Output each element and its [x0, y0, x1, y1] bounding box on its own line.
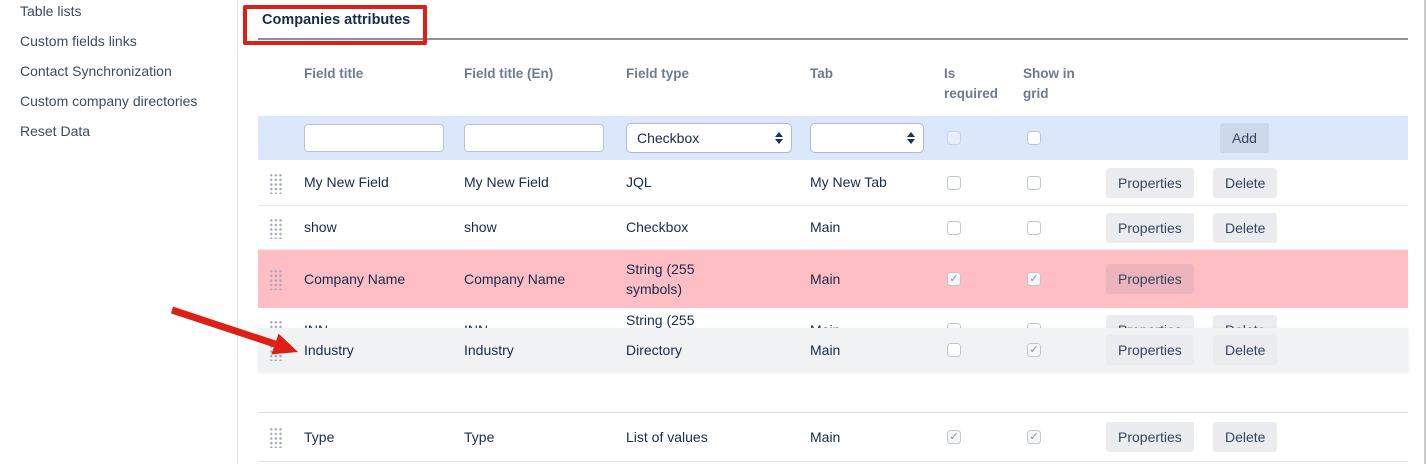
show-in-grid-checkbox[interactable]	[1027, 430, 1041, 444]
field-type-cell: String (255 symbols)	[626, 260, 695, 297]
show-in-grid-checkbox[interactable]	[1027, 175, 1041, 190]
properties-button[interactable]: Properties	[1106, 315, 1194, 328]
sidebar: Table lists Custom fields links Contact …	[0, 0, 237, 464]
add-button[interactable]: Add	[1220, 123, 1269, 153]
is-required-checkbox[interactable]	[947, 343, 961, 357]
field-title-cell: Industry	[304, 341, 354, 358]
column-header-is-required: Is required	[944, 66, 999, 101]
field-type-cell: Directory	[626, 341, 683, 358]
field-title-input[interactable]	[304, 124, 444, 152]
field-title-cell: INN	[298, 320, 458, 328]
drag-handle-icon[interactable]	[268, 171, 282, 194]
field-title-cell: Company Name	[304, 270, 406, 287]
field-title-en-cell: Company Name	[464, 270, 566, 287]
column-header-field-title: Field title	[304, 66, 364, 81]
select-stepper-icon	[907, 131, 915, 145]
delete-button[interactable]: Delete	[1213, 315, 1278, 328]
field-type-select-value: Checkbox	[637, 129, 700, 146]
select-stepper-icon	[775, 131, 783, 145]
drag-handle-icon[interactable]	[268, 319, 282, 328]
properties-button[interactable]: Properties	[1106, 167, 1194, 198]
tab-cell: My New Tab	[810, 174, 887, 191]
drag-handle-icon[interactable]	[268, 339, 282, 361]
delete-button[interactable]: Delete	[1213, 212, 1278, 243]
field-title-cell: My New Field	[304, 174, 389, 191]
tab-cell: Main	[810, 341, 841, 358]
drag-handle-icon[interactable]	[268, 426, 282, 448]
field-type-cell: String (255 symbols)	[626, 311, 695, 328]
show-in-grid-checkbox[interactable]	[1027, 272, 1041, 286]
delete-button[interactable]: Delete	[1213, 167, 1278, 198]
field-type-cell: List of values	[626, 428, 708, 445]
sidebar-divider	[237, 0, 238, 464]
tab-cell: Main	[804, 320, 938, 328]
column-header-field-title-en: Field title (En)	[464, 66, 554, 81]
column-header-field-type: Field type	[626, 66, 690, 81]
properties-button[interactable]: Properties	[1106, 335, 1194, 365]
sidebar-item-custom-fields-links[interactable]: Custom fields links	[20, 33, 137, 49]
table-header-row: Field title Field title (En) Field type …	[258, 62, 1408, 114]
field-type-cell: Checkbox	[626, 219, 689, 236]
field-title-en-cell: INN	[458, 320, 620, 328]
properties-button[interactable]: Properties	[1106, 422, 1194, 452]
sidebar-item-table-lists[interactable]: Table lists	[20, 3, 82, 19]
show-in-grid-checkbox[interactable]	[1027, 131, 1041, 145]
is-required-checkbox[interactable]	[947, 175, 961, 190]
table-row-company-name: Company Name Company Name String (255 sy…	[258, 250, 1408, 308]
table-row-inn-clipped: INN INN String (255 symbols) Main Proper…	[258, 308, 1408, 328]
field-title-cell: show	[304, 219, 337, 236]
field-title-en-cell: Type	[464, 428, 495, 445]
title-underline	[258, 38, 1408, 40]
delete-button[interactable]: Delete	[1213, 422, 1278, 452]
column-header-show-in-grid: Show in grid	[1023, 66, 1075, 101]
field-title-cell: Type	[304, 428, 335, 445]
delete-button[interactable]: Delete	[1213, 335, 1278, 365]
table-row-type: Type Type List of values Main Properties…	[258, 412, 1408, 462]
sidebar-item-custom-company-directories[interactable]: Custom company directories	[20, 93, 198, 109]
properties-button[interactable]: Properties	[1106, 212, 1194, 243]
is-required-checkbox[interactable]	[947, 220, 961, 235]
field-type-select[interactable]: Checkbox	[626, 123, 792, 153]
properties-button[interactable]: Properties	[1106, 264, 1194, 294]
is-required-checkbox[interactable]	[947, 131, 961, 145]
page-title: Companies attributes	[262, 12, 411, 28]
field-type-cell: JQL	[626, 174, 652, 191]
field-title-en-cell: My New Field	[464, 174, 549, 191]
is-required-checkbox[interactable]	[947, 272, 961, 286]
field-title-en-cell: Industry	[464, 341, 514, 358]
drag-handle-icon[interactable]	[268, 268, 282, 290]
tab-cell: Main	[810, 428, 841, 445]
table-row-show: show show Checkbox Main Properties Delet…	[258, 206, 1408, 250]
show-in-grid-checkbox[interactable]	[1027, 220, 1041, 235]
tab-cell: Main	[810, 219, 841, 236]
add-attribute-row: Checkbox Add	[258, 116, 1408, 160]
tab-cell: Main	[810, 270, 841, 287]
show-in-grid-checkbox[interactable]	[1027, 323, 1041, 328]
table-row-inn: INN INN String (255 symbols) Main Proper…	[258, 308, 1408, 328]
table-row-industry: Industry Industry Directory Main Propert…	[258, 328, 1408, 372]
is-required-checkbox[interactable]	[947, 323, 961, 328]
field-title-en-cell: show	[464, 219, 497, 236]
is-required-checkbox[interactable]	[947, 430, 961, 444]
scrollbar-track[interactable]	[1424, 0, 1426, 464]
sidebar-item-reset-data[interactable]: Reset Data	[20, 123, 91, 139]
sidebar-menu: Table lists Custom fields links Contact …	[0, 0, 237, 146]
column-header-tab: Tab	[810, 66, 833, 81]
drag-handle-icon[interactable]	[268, 216, 282, 239]
show-in-grid-checkbox[interactable]	[1027, 343, 1041, 357]
tab-select[interactable]	[810, 123, 924, 153]
table-row-my-new-field: My New Field My New Field JQL My New Tab…	[258, 160, 1408, 206]
field-title-en-input[interactable]	[464, 124, 604, 152]
sidebar-item-contact-synchronization[interactable]: Contact Synchronization	[20, 63, 172, 79]
